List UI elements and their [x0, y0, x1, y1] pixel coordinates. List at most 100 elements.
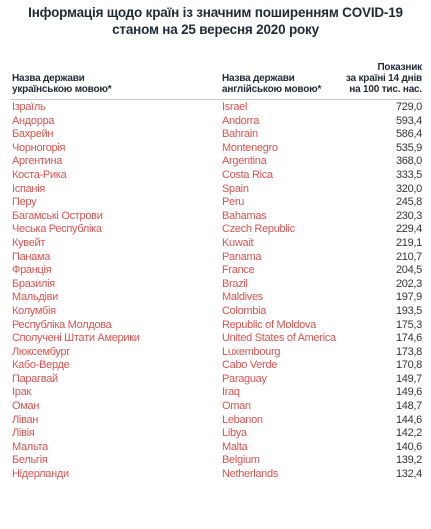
table-row: Бахрейн Bahrain 586,4	[0, 128, 431, 142]
country-name-english: Colombia	[222, 304, 267, 317]
country-name-ukrainian: Бахрейн	[12, 128, 54, 141]
table-row: Люксембург Luxembourg 173,8	[0, 346, 431, 360]
column-header-indicator-line-1: Показник	[377, 62, 422, 73]
indicator-value: 139,2	[395, 454, 422, 467]
country-name-ukrainian: Лівія	[12, 427, 35, 440]
table-row: Перу Peru 245,8	[0, 196, 431, 210]
indicator-value: 174,6	[395, 332, 422, 345]
column-header-english-name: Назва держави англійською мовою*	[222, 73, 321, 95]
column-header-indicator: Показник за країні 14 днів на 100 тис. н…	[346, 62, 422, 95]
indicator-value: 229,4	[395, 223, 422, 236]
country-table-body: Ізраїль Israel 729,0 Андорра Andorra 593,4 Бах…	[0, 101, 431, 482]
table-row: Аргентина Argentina 368,0	[0, 155, 431, 169]
table-row: Парагвай Paraguay 149,7	[0, 373, 431, 387]
column-header-indicator-line-2: за країні 14 днів	[345, 73, 422, 84]
country-name-ukrainian: Андорра	[12, 114, 55, 127]
country-name-ukrainian: Мальта	[12, 440, 48, 453]
country-name-english: Andorra	[222, 114, 260, 127]
table-row: Багамські Острови Bahamas 230,3	[0, 210, 431, 224]
country-name-english: Czech Republic	[222, 223, 295, 236]
indicator-value: 173,8	[395, 345, 422, 358]
country-name-ukrainian: Перу	[12, 196, 37, 209]
country-name-english: Maldives	[222, 291, 264, 304]
table-row: Мальдіви Maldives 197,9	[0, 291, 431, 305]
indicator-value: 593,4	[395, 114, 422, 127]
indicator-value: 202,3	[395, 277, 422, 290]
table-row: Республіка Молдова Republic of Moldova 175…	[0, 319, 431, 333]
table-row: Кабо-Верде Cabo Verde 170,8	[0, 359, 431, 373]
country-name-ukrainian: Кабо-Верде	[12, 359, 70, 372]
table-row: Нідерланди Netherlands 132,4	[0, 468, 431, 482]
indicator-value: 149,7	[395, 372, 422, 385]
table-row: Чеська Республіка Czech Republic 229,4	[0, 223, 431, 237]
country-name-english: Lebanon	[222, 413, 263, 426]
column-header-indicator-line-3: на 100 тис. нас.	[349, 84, 422, 95]
country-name-ukrainian: Мальдіви	[12, 291, 59, 304]
table-row: Лівія Libya 142,2	[0, 427, 431, 441]
indicator-value: 197,9	[395, 291, 422, 304]
table-row: Кувейт Kuwait 219,1	[0, 237, 431, 251]
indicator-value: 193,5	[395, 304, 422, 317]
country-name-english: Paraguay	[222, 372, 267, 385]
country-name-ukrainian: Республіка Молдова	[12, 318, 112, 331]
country-name-english: United States of America	[222, 332, 336, 345]
column-header-ukrainian-name: Назва держави українською мовою*	[12, 73, 112, 95]
indicator-value: 219,1	[395, 236, 422, 249]
country-name-english: Israel	[222, 101, 248, 113]
column-header-english-line-1: Назва держави	[222, 73, 295, 84]
country-name-english: Cabo Verde	[222, 359, 278, 372]
country-name-english: Luxembourg	[222, 345, 281, 358]
indicator-value: 142,2	[395, 427, 422, 440]
country-name-english: Brazil	[222, 277, 248, 290]
indicator-value: 170,8	[395, 359, 422, 372]
country-name-ukrainian: Бельгія	[12, 454, 48, 467]
country-name-english: Netherlands	[222, 468, 279, 481]
country-name-ukrainian: Колумбія	[12, 304, 56, 317]
table-row: Ліван Lebanon 144,6	[0, 414, 431, 428]
table-row: Мальта Malta 140,6	[0, 441, 431, 455]
indicator-value: 148,7	[395, 400, 422, 413]
country-name-english: Argentina	[222, 155, 267, 168]
country-name-ukrainian: Франція	[12, 264, 52, 277]
country-name-ukrainian: Панама	[12, 250, 51, 263]
indicator-value: 586,4	[395, 128, 422, 141]
country-name-ukrainian: Парагвай	[12, 372, 58, 385]
title-line-1: Інформація щодо країн із значним поширен…	[28, 5, 403, 20]
country-name-english: Republic of Moldova	[222, 318, 316, 331]
table-row: Ірак Iraq 149,6	[0, 386, 431, 400]
country-name-english: Oman	[222, 400, 251, 413]
country-name-english: Panama	[222, 250, 262, 263]
table-row: Оман Oman 148,7	[0, 400, 431, 414]
column-header-ukrainian-line-1: Назва держави	[12, 73, 85, 84]
indicator-value: 210,7	[395, 250, 422, 263]
indicator-value: 149,6	[395, 386, 422, 399]
country-name-ukrainian: Ізраїль	[12, 101, 46, 113]
country-name-english: Kuwait	[222, 236, 254, 249]
country-name-english: Costa Rica	[222, 168, 273, 181]
country-name-english: Bahrain	[222, 128, 258, 141]
country-name-ukrainian: Іспанія	[12, 182, 46, 195]
country-name-ukrainian: Чорногорія	[12, 141, 66, 154]
country-name-ukrainian: Люксембург	[12, 345, 71, 358]
indicator-value: 320,0	[395, 182, 422, 195]
table-row: Франція France 204,5	[0, 264, 431, 278]
table-row: Сполучені Штати Америки United States of …	[0, 332, 431, 346]
country-name-english: Libya	[222, 427, 247, 440]
country-name-ukrainian: Ліван	[12, 413, 39, 426]
indicator-value: 230,3	[395, 209, 422, 222]
table-row: Панама Panama 210,7	[0, 251, 431, 265]
table-row: Бразилія Brazil 202,3	[0, 278, 431, 292]
table-row: Ізраїль Israel 729,0	[0, 101, 431, 115]
indicator-value: 535,9	[395, 141, 422, 154]
country-name-ukrainian: Ірак	[12, 386, 31, 399]
country-name-english: France	[222, 264, 255, 277]
column-header-ukrainian-line-2: українською мовою*	[12, 84, 112, 95]
indicator-value: 729,0	[395, 101, 422, 113]
country-name-ukrainian: Коста-Рика	[12, 168, 67, 181]
country-name-ukrainian: Бразилія	[12, 277, 55, 290]
country-name-english: Peru	[222, 196, 245, 209]
indicator-value: 140,6	[395, 440, 422, 453]
country-name-english: Iraq	[222, 386, 240, 399]
table-row: Колумбія Colombia 193,5	[0, 305, 431, 319]
